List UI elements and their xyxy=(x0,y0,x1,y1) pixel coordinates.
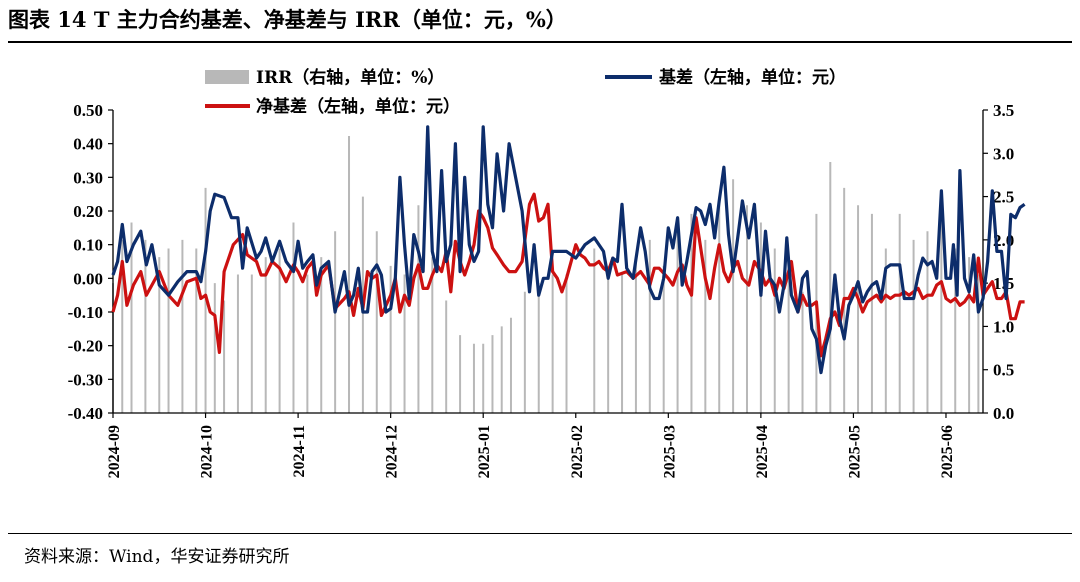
chart: 0.50 0.40 0.30 0.20 0.10 0.00 -0.10 -0.20 -0.30 -… xyxy=(68,67,1026,478)
page-title: 图表 14 T 主力合约基差、净基差与 IRR（单位：元，%） xyxy=(8,7,567,32)
left-tick-label: -0.30 xyxy=(68,370,103,389)
title-rule xyxy=(8,41,1072,43)
left-tick-label: 0.10 xyxy=(73,236,103,255)
x-tick-label: 2024-12 xyxy=(384,425,401,478)
left-tick-label: 0.00 xyxy=(73,269,103,288)
right-tick-label: 0.0 xyxy=(993,404,1014,423)
basis-line xyxy=(111,125,1026,375)
x-tick-label: 2025-05 xyxy=(846,425,863,478)
x-tick-label: 2025-02 xyxy=(569,425,586,478)
line-series xyxy=(111,125,1026,375)
right-tick-label: 1.0 xyxy=(993,317,1014,336)
legend-irr-label: IRR（右轴，单位：%） xyxy=(256,67,444,88)
left-tick-label: 0.40 xyxy=(73,135,103,154)
x-tick-label: 2024-11 xyxy=(291,425,308,477)
legend-irr-swatch xyxy=(205,70,249,84)
x-tick-label: 2025-04 xyxy=(754,425,771,478)
x-tick-label: 2025-03 xyxy=(661,425,678,478)
left-tick-label: -0.20 xyxy=(68,337,103,356)
right-tick-label: 3.5 xyxy=(993,101,1014,120)
left-tick-label: -0.10 xyxy=(68,303,103,322)
left-tick-label: 0.50 xyxy=(73,101,103,120)
legend: IRR（右轴，单位：%） 基差（左轴，单位：元） 净基差（左轴，单位：元） xyxy=(205,67,846,117)
left-tick-label: -0.40 xyxy=(68,404,103,423)
x-tick-label: 2024-10 xyxy=(199,425,216,478)
net-basis-line xyxy=(111,192,1025,358)
x-tick-label: 2025-06 xyxy=(939,425,956,478)
source-note: 资料来源：Wind，华安证券研究所 xyxy=(24,547,290,567)
right-tick-label: 0.5 xyxy=(993,361,1014,380)
right-tick-label: 2.5 xyxy=(993,188,1014,207)
axis-ticks: 0.50 0.40 0.30 0.20 0.10 0.00 -0.10 -0.20 -0.30 -… xyxy=(68,101,1015,478)
irr-bars xyxy=(112,135,980,413)
left-tick-label: 0.30 xyxy=(73,168,103,187)
x-tick-label: 2024-09 xyxy=(106,425,123,478)
legend-net-basis-label: 净基差（左轴，单位：元） xyxy=(256,96,460,117)
right-tick-label: 3.0 xyxy=(993,144,1014,163)
left-tick-label: 0.20 xyxy=(73,202,103,221)
x-tick-label: 2025-01 xyxy=(476,425,493,478)
footer-rule xyxy=(8,533,1072,534)
legend-basis-label: 基差（左轴，单位：元） xyxy=(658,67,846,88)
